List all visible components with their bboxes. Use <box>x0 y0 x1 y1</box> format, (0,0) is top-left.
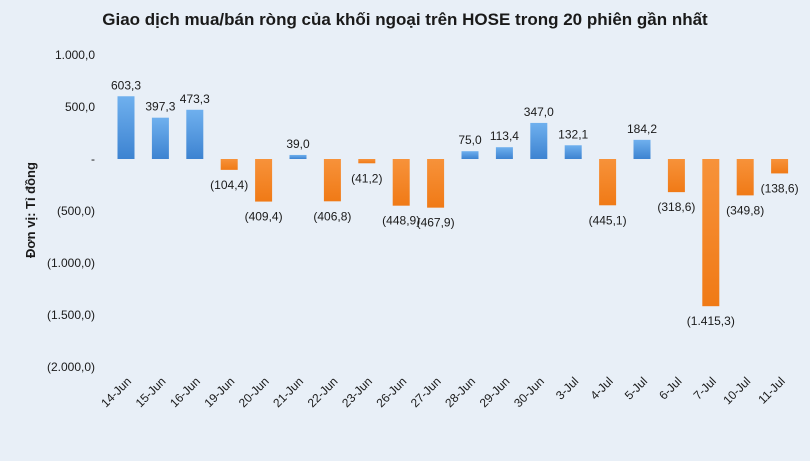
x-tick-label: 3-Jul <box>553 374 581 402</box>
bar <box>117 96 135 159</box>
x-tick-label: 23-Jun <box>339 374 375 410</box>
data-label: (318,6) <box>657 200 695 214</box>
data-label: 75,0 <box>458 133 482 147</box>
bar <box>358 159 376 164</box>
y-tick-label: (1.500,0) <box>47 308 95 322</box>
data-label: 39,0 <box>286 137 310 151</box>
y-tick-label: (500,0) <box>57 204 95 218</box>
x-tick-label: 22-Jun <box>305 374 341 410</box>
x-tick-label: 19-Jun <box>201 374 237 410</box>
bar <box>736 159 754 196</box>
data-label: (104,4) <box>210 178 248 192</box>
data-label: (138,6) <box>761 181 799 195</box>
x-tick-label: 28-Jun <box>442 374 478 410</box>
bar <box>461 151 479 159</box>
bar <box>186 109 204 159</box>
bar <box>667 159 685 193</box>
bar <box>530 122 548 159</box>
y-axis-label: Đơn vị: Tỉ đồng <box>23 162 38 258</box>
x-tick-label: 7-Jul <box>691 374 719 402</box>
x-tick-label: 27-Jun <box>408 374 444 410</box>
data-labels: 603,3 397,3 473,3 (104,4) (409,4) 39,0 (406,8)… <box>111 78 799 328</box>
x-tick-label: 14-Jun <box>98 374 134 410</box>
data-label: (445,1) <box>589 213 627 227</box>
bar <box>633 139 651 159</box>
x-tick-label: 6-Jul <box>656 374 684 402</box>
bar <box>220 159 238 170</box>
x-tick-label: 29-Jun <box>477 374 513 410</box>
y-axis: 1.000,0 500,0 - (500,0) (1.000,0) (1.500,0) (2… <box>47 48 95 374</box>
data-label: 132,1 <box>558 127 588 141</box>
bar <box>151 117 169 159</box>
data-label: (448,9) <box>382 214 420 228</box>
data-label: (1.415,3) <box>687 314 735 328</box>
data-label: 113,4 <box>490 129 519 143</box>
y-tick-label: (1.000,0) <box>47 256 95 270</box>
data-label: (349,8) <box>726 203 764 217</box>
bar <box>564 145 582 159</box>
data-label: 347,0 <box>524 105 554 119</box>
bar <box>495 147 513 159</box>
data-label: 397,3 <box>145 100 175 114</box>
bar <box>599 159 617 206</box>
y-tick-label: 1.000,0 <box>55 48 95 62</box>
bar <box>427 159 445 208</box>
bar <box>323 159 341 202</box>
bar <box>392 159 410 206</box>
data-label: (406,8) <box>313 209 351 223</box>
x-tick-label: 30-Jun <box>511 374 547 410</box>
bar <box>702 159 720 307</box>
x-tick-label: 21-Jun <box>270 374 306 410</box>
bar <box>255 159 273 202</box>
data-label: (467,9) <box>417 216 455 230</box>
bar <box>771 159 789 174</box>
x-tick-label: 10-Jul <box>720 374 753 407</box>
x-tick-label: 5-Jul <box>622 374 650 402</box>
bars <box>117 96 789 307</box>
y-tick-label: - <box>91 152 95 166</box>
x-tick-label: 11-Jul <box>755 374 787 406</box>
data-label: 603,3 <box>111 78 141 92</box>
data-label: 184,2 <box>627 122 657 136</box>
data-label: (409,4) <box>245 210 283 224</box>
x-axis: 14-Jun15-Jun16-Jun19-Jun20-Jun21-Jun22-J… <box>98 374 787 410</box>
y-tick-label: 500,0 <box>65 100 95 114</box>
bar <box>289 154 307 159</box>
x-tick-label: 16-Jun <box>167 374 203 410</box>
x-tick-label: 26-Jun <box>373 374 409 410</box>
data-label: 473,3 <box>180 92 210 106</box>
data-label: (41,2) <box>351 171 382 185</box>
x-tick-label: 20-Jun <box>236 374 272 410</box>
x-tick-label: 4-Jul <box>587 374 615 402</box>
chart-title: Giao dịch mua/bán ròng của khối ngoại tr… <box>102 10 708 29</box>
y-tick-label: (2.000,0) <box>47 360 95 374</box>
x-tick-label: 15-Jun <box>133 374 169 410</box>
